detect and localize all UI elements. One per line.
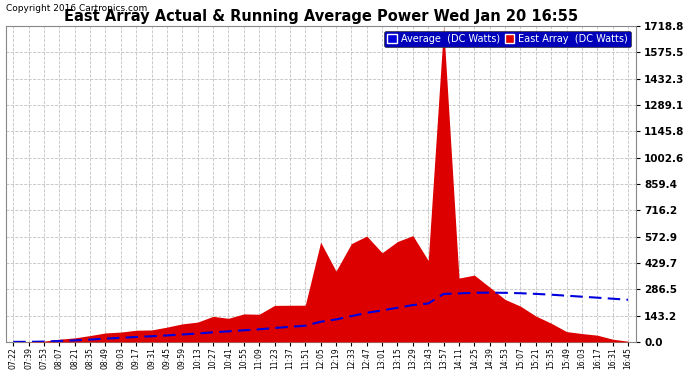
Legend: Average  (DC Watts), East Array  (DC Watts): Average (DC Watts), East Array (DC Watts… [384, 31, 631, 47]
Text: Copyright 2016 Cartronics.com: Copyright 2016 Cartronics.com [6, 4, 147, 13]
Title: East Array Actual & Running Average Power Wed Jan 20 16:55: East Array Actual & Running Average Powe… [63, 9, 578, 24]
